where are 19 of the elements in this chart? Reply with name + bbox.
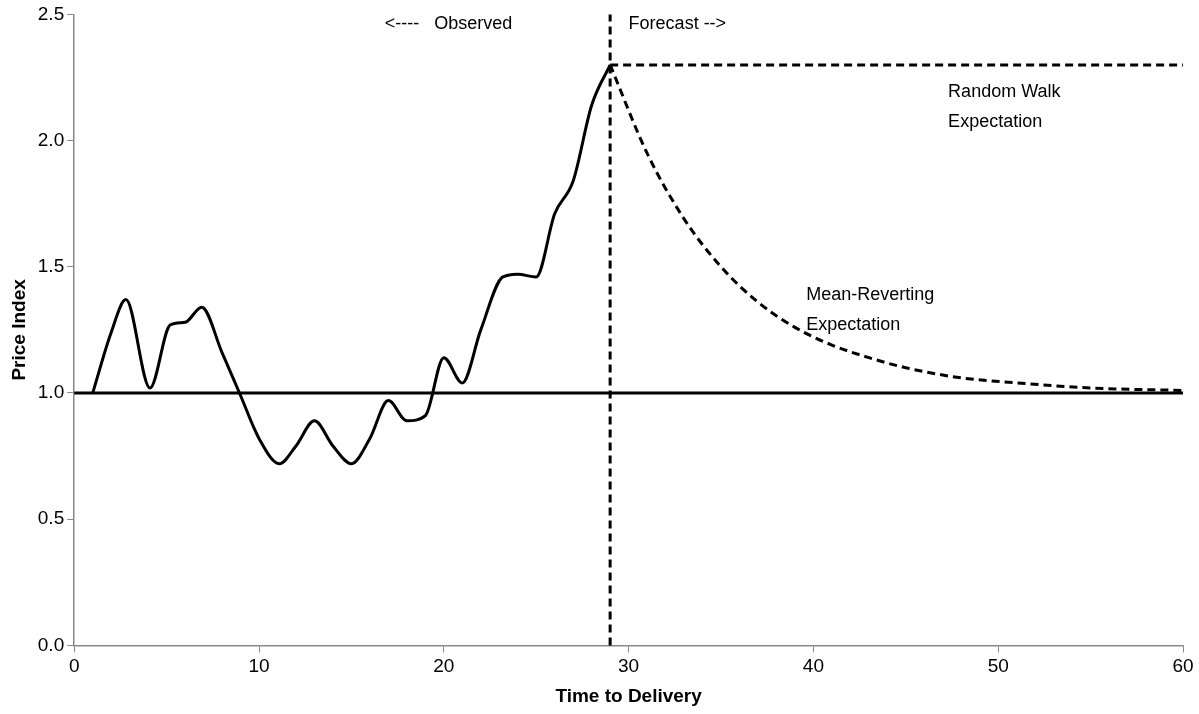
y-tick-label: 2.5 <box>37 2 65 24</box>
series-label: Mean-Reverting Expectation <box>806 283 935 334</box>
x-tick-label: 10 <box>248 655 270 677</box>
annotation: <---- Observed <box>384 13 513 34</box>
x-axis-title: Time to Delivery <box>555 684 703 706</box>
y-tick-label: 0.5 <box>37 507 65 529</box>
x-tick-label: 40 <box>802 655 824 677</box>
series-label: Random Walk Expectation <box>948 80 1062 131</box>
y-tick-label: 1.0 <box>37 381 65 403</box>
x-tick-label: 60 <box>1172 655 1194 677</box>
annotation: Forecast --> <box>628 13 727 34</box>
y-tick-label: 0.0 <box>37 633 65 655</box>
x-tick-label: 50 <box>987 655 1009 677</box>
y-tick-label: 1.5 <box>37 255 65 277</box>
y-tick-label: 2.0 <box>37 128 65 150</box>
y-axis-title: Price Index <box>7 278 29 381</box>
x-tick-label: 20 <box>433 655 455 677</box>
x-tick-label: 30 <box>618 655 640 677</box>
x-tick-label: 0 <box>68 655 80 677</box>
